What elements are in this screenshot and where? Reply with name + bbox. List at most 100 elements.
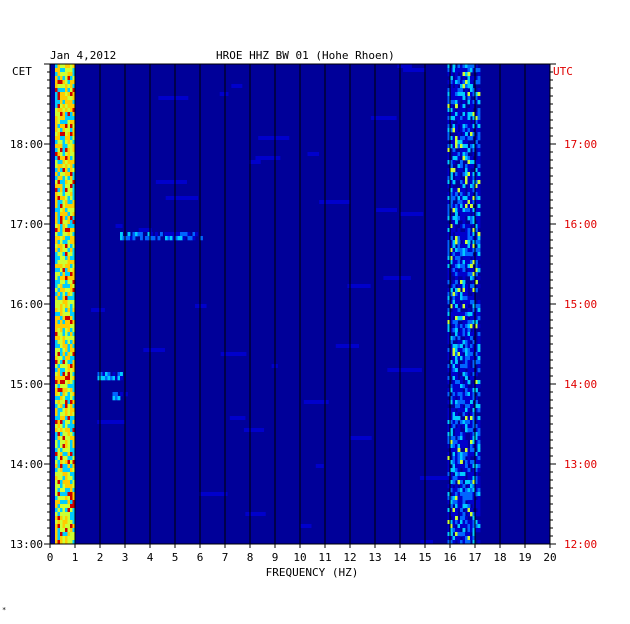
- heat-cell: [60, 172, 63, 177]
- heat-cell: [470, 192, 473, 197]
- heat-cell: [467, 80, 471, 85]
- heat-cell: [62, 244, 66, 249]
- heat-cell: [57, 100, 61, 105]
- heat-cell: [65, 436, 68, 441]
- heat-cell: [55, 336, 58, 341]
- heat-cell: [452, 536, 456, 541]
- heat-cell: [65, 160, 68, 165]
- heat-cell: [72, 96, 76, 101]
- heat-cell: [57, 96, 61, 101]
- heat-cell: [465, 424, 468, 429]
- heat-cell: [72, 268, 76, 273]
- heat-cell: [70, 512, 73, 517]
- heat-cell: [62, 412, 66, 417]
- heat-cell: [465, 524, 468, 529]
- heat-cell: [475, 180, 478, 185]
- heat-cell: [55, 160, 58, 165]
- heat-cell: [467, 488, 471, 493]
- heat-cell: [475, 256, 478, 261]
- heat-cell: [460, 208, 463, 213]
- heat-cell: [452, 464, 456, 469]
- heat-cell: [55, 140, 58, 145]
- heat-cell: [472, 256, 476, 261]
- heat-cell: [62, 356, 66, 361]
- heat-cell: [450, 500, 453, 505]
- heat-cell: [462, 372, 466, 377]
- heat-cell: [452, 492, 456, 497]
- heat-cell: [462, 524, 466, 529]
- left-tick-label: 16:00: [10, 298, 43, 311]
- heat-cell: [465, 240, 468, 245]
- heat-cell: [460, 144, 463, 149]
- heat-cell: [460, 392, 463, 397]
- heat-cell: [72, 320, 76, 325]
- heat-cell: [65, 348, 68, 353]
- heat-cell: [455, 536, 458, 541]
- heat-cell: [55, 292, 58, 297]
- heat-cell: [455, 384, 458, 389]
- heat-cell: [455, 488, 458, 493]
- heat-cell: [70, 92, 73, 97]
- heat-cell: [467, 232, 471, 237]
- heat-cell: [72, 452, 76, 457]
- heat-cell: [457, 208, 461, 213]
- heat-cell: [72, 344, 76, 349]
- heat-cell: [462, 456, 466, 461]
- heat-cell: [60, 448, 63, 453]
- heat-cell: [152, 236, 156, 241]
- heat-cell: [60, 524, 63, 529]
- heat-cell: [462, 440, 466, 445]
- heat-cell: [70, 208, 73, 213]
- heat-cell: [467, 200, 471, 205]
- heat-cell: [55, 88, 58, 93]
- heat-cell: [465, 152, 468, 157]
- heat-cell: [462, 520, 466, 525]
- heat-cell: [112, 392, 116, 397]
- heat-cell: [470, 108, 473, 113]
- heat-cell: [457, 76, 461, 81]
- heat-cell: [475, 324, 478, 329]
- heat-cell: [62, 496, 66, 501]
- heat-cell: [467, 340, 471, 345]
- heat-cell: [72, 540, 76, 545]
- heat-cell: [457, 140, 461, 145]
- heat-cell: [350, 436, 372, 440]
- heat-cell: [72, 176, 76, 181]
- heat-cell: [462, 288, 466, 293]
- heat-cell: [452, 260, 456, 265]
- heat-cell: [60, 308, 63, 313]
- heat-cell: [72, 124, 76, 129]
- heat-cell: [145, 236, 148, 241]
- heat-cell: [60, 104, 63, 109]
- heat-cell: [180, 236, 183, 241]
- heat-cell: [65, 216, 68, 221]
- heat-cell: [472, 312, 476, 317]
- heat-cell: [57, 88, 61, 93]
- heat-cell: [67, 104, 71, 109]
- heat-cell: [55, 208, 58, 213]
- heat-cell: [72, 164, 76, 169]
- heat-cell: [450, 96, 453, 101]
- heat-cell: [140, 232, 143, 237]
- heat-cell: [120, 232, 123, 237]
- heat-cell: [477, 124, 481, 129]
- heat-cell: [477, 348, 481, 353]
- heat-cell: [447, 472, 451, 477]
- heat-cell: [399, 212, 424, 216]
- heat-cell: [70, 108, 73, 113]
- heat-cell: [462, 224, 466, 229]
- heat-cell: [65, 308, 68, 313]
- heat-cell: [470, 424, 473, 429]
- heat-cell: [72, 156, 76, 161]
- heat-cell: [472, 464, 476, 469]
- heat-cell: [470, 388, 473, 393]
- heat-cell: [447, 68, 451, 73]
- heat-cell: [475, 228, 478, 233]
- heat-cell: [67, 244, 71, 249]
- heat-cell: [472, 332, 476, 337]
- heat-cell: [175, 236, 178, 241]
- heat-cell: [447, 296, 451, 301]
- heat-cell: [460, 160, 463, 165]
- heat-cell: [467, 136, 471, 141]
- heat-cell: [55, 100, 58, 105]
